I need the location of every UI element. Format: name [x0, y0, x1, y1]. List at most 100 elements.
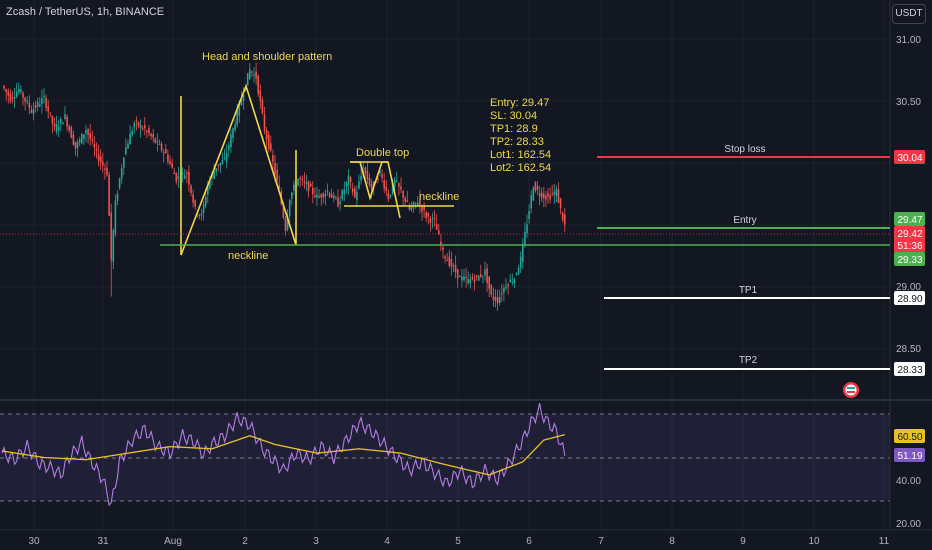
- trade-info-tp2: TP2: 28.33: [490, 136, 544, 148]
- candle-body: [70, 127, 73, 139]
- candle-body: [249, 69, 251, 79]
- rsi-ma-badge: [894, 429, 925, 443]
- candle-body: [377, 178, 379, 181]
- candle-body: [532, 187, 535, 201]
- candle-body: [255, 71, 257, 79]
- candle-body: [410, 206, 413, 210]
- candle-body: [204, 197, 207, 206]
- candle-body: [270, 143, 272, 151]
- candle-body: [139, 125, 142, 129]
- candle-body: [87, 128, 89, 135]
- candle-body: [225, 153, 228, 162]
- candle-body: [444, 256, 446, 259]
- tp2-badge-text: 28.33: [897, 365, 922, 376]
- candle-body: [555, 188, 558, 196]
- candle-body: [461, 276, 463, 281]
- candle-body: [522, 243, 524, 262]
- candle-body: [307, 181, 310, 192]
- candle-body: [448, 256, 451, 266]
- candle-body: [530, 195, 532, 209]
- candle-body: [156, 140, 159, 143]
- candle-body: [303, 181, 306, 183]
- candle-body: [24, 97, 26, 102]
- trade-info-lot1: Lot1: 162.54: [490, 149, 551, 161]
- price-tick-30-5: 30.50: [896, 97, 921, 108]
- candle-body: [368, 177, 371, 186]
- candle-body: [345, 182, 348, 187]
- candle-body: [15, 92, 18, 97]
- tp2-label: TP2: [739, 355, 758, 366]
- flag-icon[interactable]: [843, 382, 859, 398]
- candle-body: [482, 275, 484, 277]
- candle-body: [318, 195, 320, 198]
- candle-body: [49, 112, 52, 114]
- candle-body: [297, 178, 299, 186]
- candle-body: [162, 152, 165, 154]
- candle-body: [372, 181, 375, 187]
- candle-body: [536, 185, 539, 190]
- candle-body: [427, 213, 430, 217]
- time-tick: 30: [28, 536, 40, 547]
- candle-body: [135, 120, 138, 122]
- candle-body: [230, 134, 232, 148]
- time-tick: 8: [669, 536, 675, 547]
- currency-button[interactable]: USDT: [892, 4, 926, 24]
- entry-badge-text: 29.47: [897, 215, 922, 226]
- candle-body: [146, 130, 148, 132]
- candle-body: [276, 170, 278, 181]
- candle-body: [183, 175, 186, 179]
- candle-body: [354, 188, 356, 197]
- candle-body: [507, 284, 509, 287]
- rsi-tick-20: 20.00: [896, 519, 921, 530]
- neckline-2-label: neckline: [419, 191, 459, 203]
- candle-body: [358, 181, 360, 189]
- time-tick: 11: [879, 536, 890, 547]
- candle-body: [144, 124, 146, 129]
- candle-body: [324, 193, 327, 197]
- candle-body: [425, 212, 427, 219]
- candle-body: [473, 279, 476, 283]
- candle-body: [60, 119, 62, 124]
- candle-body: [74, 141, 77, 149]
- candle-body: [335, 197, 337, 199]
- stop-loss-badge-text: 30.04: [897, 153, 922, 164]
- time-tick: 4: [384, 536, 390, 547]
- candle-body: [320, 194, 322, 198]
- candle-body: [333, 195, 335, 199]
- candle-body: [223, 157, 226, 159]
- candle-body: [370, 183, 373, 190]
- candle-body: [55, 124, 58, 132]
- rsi-badge: [894, 448, 925, 462]
- candle-body: [561, 212, 564, 220]
- candle-body: [104, 168, 106, 170]
- time-tick: 10: [808, 536, 820, 547]
- price-tick-28-5: 28.50: [896, 344, 921, 355]
- candle-body: [467, 278, 469, 283]
- candle-body: [387, 193, 390, 200]
- candle-body: [366, 170, 369, 180]
- rsi-line: [1, 403, 566, 507]
- candle-body: [526, 224, 528, 234]
- candle-body: [488, 276, 490, 289]
- time-tick: 2: [242, 536, 248, 547]
- candle-body: [192, 194, 194, 203]
- candle-body: [398, 183, 400, 187]
- trade-info-lot2: Lot2: 162.54: [490, 162, 551, 174]
- candle-body: [265, 130, 268, 140]
- candle-body: [202, 204, 205, 214]
- candle-body: [351, 188, 354, 193]
- price-tick-29: 29.00: [896, 282, 921, 293]
- candle-body: [524, 232, 526, 246]
- candle-body: [454, 265, 457, 273]
- candle-body: [89, 132, 91, 140]
- candle-body: [406, 200, 409, 203]
- candle-body: [431, 218, 434, 220]
- trade-info-tp1: TP1: 28.9: [490, 123, 538, 135]
- time-axis: 30 31 Aug 2 3 4 5 6 7 8 9 10 11: [28, 536, 889, 547]
- candle-body: [314, 195, 316, 198]
- candle-body: [194, 200, 196, 207]
- candle-body: [389, 194, 392, 197]
- candle-body: [57, 126, 60, 131]
- candle-body: [108, 174, 110, 216]
